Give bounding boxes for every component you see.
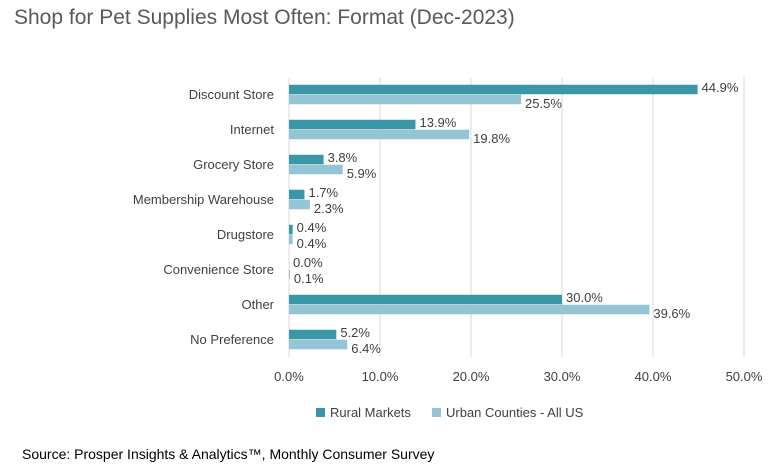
x-tick-label: 30.0% [544, 369, 581, 384]
category-label: Internet [230, 122, 274, 137]
bar-urban-counties [289, 199, 310, 210]
data-label: 1.7% [308, 185, 338, 200]
x-tick-label: 10.0% [362, 369, 399, 384]
bar-chart: 44.9% 25.5% 13.9% 19.8% 3.8%5.9% 1.7%2.3% 0.4%… [133, 77, 763, 420]
data-label: 5.2% [340, 325, 370, 340]
bar-rural-markets [289, 119, 416, 130]
data-label: 19.8% [473, 131, 510, 146]
data-label: 25.5% [525, 96, 562, 111]
category-label: Membership Warehouse [133, 192, 274, 207]
data-label: 3.8% [328, 150, 358, 165]
category-label: Other [241, 297, 274, 312]
data-label: 0.1% [294, 271, 324, 286]
legend-entry: Urban Counties - All US [446, 405, 584, 420]
bar-rural-markets [289, 154, 324, 165]
source-note: Source: Prosper Insights & Analytics™, M… [22, 446, 435, 462]
bars [289, 84, 698, 350]
data-label: 2.3% [314, 201, 344, 216]
category-label: Convenience Store [163, 262, 274, 277]
bar-urban-counties [289, 234, 293, 245]
bar-urban-counties [289, 304, 650, 315]
bar-rural-markets [289, 329, 337, 340]
category-label: No Preference [190, 332, 274, 347]
x-tick-label: 0.0% [274, 369, 304, 384]
x-tick-label: 40.0% [635, 369, 672, 384]
x-axis-ticks: 0.0% 10.0% 20.0% 30.0% 40.0% 50.0% [274, 369, 763, 384]
data-label: 13.9% [419, 115, 456, 130]
data-label: 30.0% [566, 290, 603, 305]
bar-rural-markets [289, 294, 562, 305]
bar-rural-markets [289, 224, 293, 235]
bar-urban-counties [289, 269, 290, 280]
legend-swatch [316, 408, 325, 417]
x-tick-label: 50.0% [726, 369, 763, 384]
x-tick-label: 20.0% [453, 369, 490, 384]
bar-urban-counties [289, 94, 522, 105]
bar-urban-counties [289, 339, 348, 350]
bar-urban-counties [289, 129, 470, 140]
data-label: 5.9% [347, 166, 377, 181]
category-label: Discount Store [189, 87, 274, 102]
data-label: 39.6% [653, 306, 690, 321]
category-labels: Discount Store Internet Grocery Store Membe… [133, 87, 275, 347]
bar-rural-markets [289, 189, 305, 200]
bar-urban-counties [289, 164, 343, 175]
category-label: Grocery Store [193, 157, 274, 172]
data-label: 6.4% [351, 341, 381, 356]
data-label: 0.4% [297, 220, 327, 235]
legend-entry: Rural Markets [330, 405, 411, 420]
bar-rural-markets [289, 84, 698, 95]
chart-title: Shop for Pet Supplies Most Often: Format… [14, 6, 515, 29]
legend: Rural Markets Urban Counties - All US [316, 405, 584, 420]
data-labels: 44.9% 25.5% 13.9% 19.8% 3.8%5.9% 1.7%2.3% 0.4%… [293, 80, 739, 356]
data-label: 0.4% [297, 236, 327, 251]
category-label: Drugstore [217, 227, 274, 242]
legend-swatch [432, 408, 441, 417]
data-label: 0.0% [293, 255, 323, 270]
data-label: 44.9% [702, 80, 739, 95]
